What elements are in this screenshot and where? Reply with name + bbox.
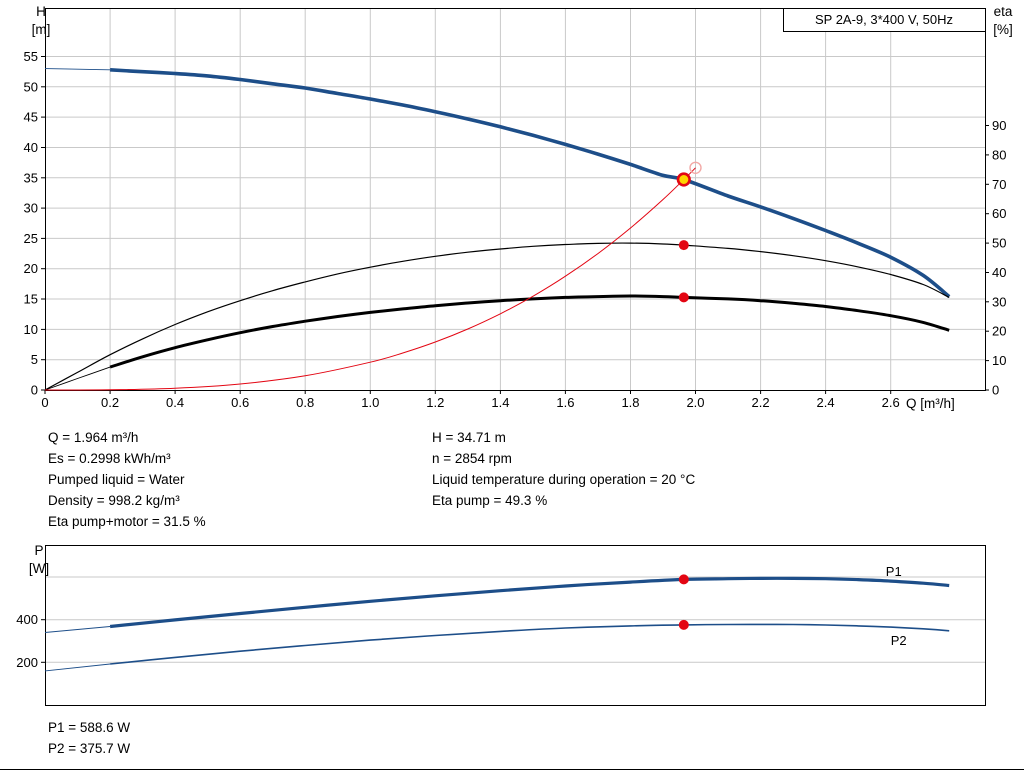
x-tick-label: 1.0 [361, 395, 379, 410]
info-line-speed: n = 2854 rpm [432, 451, 512, 466]
bottom-divider [0, 769, 1024, 770]
x-tick-label: 0.6 [231, 395, 249, 410]
chart-title: SP 2A-9, 3*400 V, 50Hz [815, 12, 953, 27]
head-curve [109, 68, 951, 298]
plot-border [45, 8, 986, 391]
info-line-density: Density = 998.2 kg/m³ [48, 493, 180, 508]
duty-info-right: H = 34.71 m n = 2854 rpm Liquid temperat… [432, 427, 695, 511]
x-tick-label: 1.4 [491, 395, 509, 410]
p1-duty-marker [678, 574, 689, 585]
p-axis-symbol: P [34, 543, 44, 558]
y-right-tick-label: 30 [992, 294, 1006, 309]
y-left-tick-label: 35 [24, 170, 38, 185]
eta-pump-motor-curve-lead [44, 366, 111, 391]
y-right-tick-label: 20 [992, 324, 1006, 339]
y-left-tick-label: 20 [24, 261, 38, 276]
x-tick-label: 1.8 [621, 395, 639, 410]
p2-curve-lead [44, 663, 111, 672]
info-line-temperature: Liquid temperature during operation = 20… [432, 472, 696, 487]
y-right-tick-label: 90 [992, 118, 1006, 133]
x-tick-label: 0.4 [166, 395, 184, 410]
hq-eta-chart[interactable]: 0 0.2 0.4 0.6 0.8 1.0 1.2 1.4 1.6 1.8 2.0 2.2 2.4 2.6… [0, 0, 1024, 420]
y-right-tick-label: 70 [992, 177, 1006, 192]
plot-border [45, 545, 986, 706]
power-values: P1 = 588.6 W P2 = 375.7 W [48, 717, 130, 759]
x-tick-label: 1.6 [556, 395, 574, 410]
info-line-energy: Es = 0.2998 kWh/m³ [48, 451, 171, 466]
y-right-tick-label: 50 [992, 236, 1006, 251]
y-right-tick-label: 60 [992, 206, 1006, 221]
power-line-p2: P2 = 375.7 W [48, 741, 131, 756]
info-line-flow: Q = 1.964 m³/h [48, 430, 139, 445]
eta-pump-curve [44, 242, 950, 391]
y-left-tick-label: 200 [16, 655, 38, 670]
p2-curve [110, 623, 950, 665]
x-tick-label: 2.6 [882, 395, 900, 410]
y-left-tick-label: 25 [24, 231, 38, 246]
chart-title-box [783, 8, 986, 32]
x-tick-label: 1.2 [426, 395, 444, 410]
y-right-tick-label: 80 [992, 147, 1006, 162]
system-curve [44, 167, 696, 391]
y-right-tick-label: 10 [992, 353, 1006, 368]
info-line-eta-total: Eta pump+motor = 31.5 % [48, 514, 206, 529]
y-left-tick-label: 50 [24, 79, 38, 94]
y-left-tick-label: 5 [31, 352, 38, 367]
p-axis-label: P [W] [20, 542, 58, 578]
eta-pump-duty-marker [678, 240, 689, 251]
y-right-tick-label: 0 [992, 383, 999, 398]
h-axis-label: H [m] [22, 3, 60, 39]
eta-axis-label: eta [%] [982, 3, 1024, 39]
p-axis-unit: [W] [28, 561, 50, 576]
y-left-tick-label: 400 [16, 612, 38, 627]
eta-axis-symbol: eta [993, 4, 1013, 19]
y-left-tick-label: 10 [24, 322, 38, 337]
y-left-tick-label: 15 [24, 292, 38, 307]
eta-pump-motor-curve [109, 294, 950, 369]
info-line-liquid: Pumped liquid = Water [48, 472, 185, 487]
series-label-P2: P2 [891, 633, 907, 648]
y-left-tick-label: 55 [24, 49, 38, 64]
head-curve-lead [44, 68, 111, 71]
p1-curve [109, 576, 950, 629]
x-tick-label: 0.8 [296, 395, 314, 410]
eta-axis-unit: [%] [993, 22, 1013, 37]
h-axis-symbol: H [36, 4, 46, 19]
y-left-tick-label: 30 [24, 201, 38, 216]
power-line-p1: P1 = 588.6 W [48, 720, 131, 735]
duty-info-left: Q = 1.964 m³/h Es = 0.2998 kWh/m³ Pumped… [48, 427, 206, 532]
system-curve-end-marker [689, 161, 702, 175]
duty-point-marker[interactable] [676, 172, 691, 187]
x-tick-label: 2.4 [817, 395, 835, 410]
q-axis-label: Q [m³/h] [906, 396, 955, 411]
info-line-head: H = 34.71 m [432, 430, 506, 445]
y-left-tick-label: 40 [24, 140, 38, 155]
p1-curve-lead [44, 626, 111, 633]
x-tick-label: 0.2 [101, 395, 119, 410]
series-label-P1: P1 [886, 564, 902, 579]
h-axis-unit: [m] [31, 22, 51, 37]
x-tick-label: 0 [41, 395, 48, 410]
y-left-tick-label: 0 [31, 383, 38, 398]
power-chart[interactable]: 200 400 P1 P2 [0, 540, 1024, 715]
x-tick-label: 2.0 [686, 395, 704, 410]
y-left-tick-label: 45 [24, 110, 38, 125]
eta-total-duty-marker [678, 292, 689, 303]
p2-duty-marker [678, 619, 689, 630]
x-tick-label: 2.2 [752, 395, 770, 410]
y-right-tick-label: 40 [992, 265, 1006, 280]
info-line-eta-pump: Eta pump = 49.3 % [432, 493, 548, 508]
